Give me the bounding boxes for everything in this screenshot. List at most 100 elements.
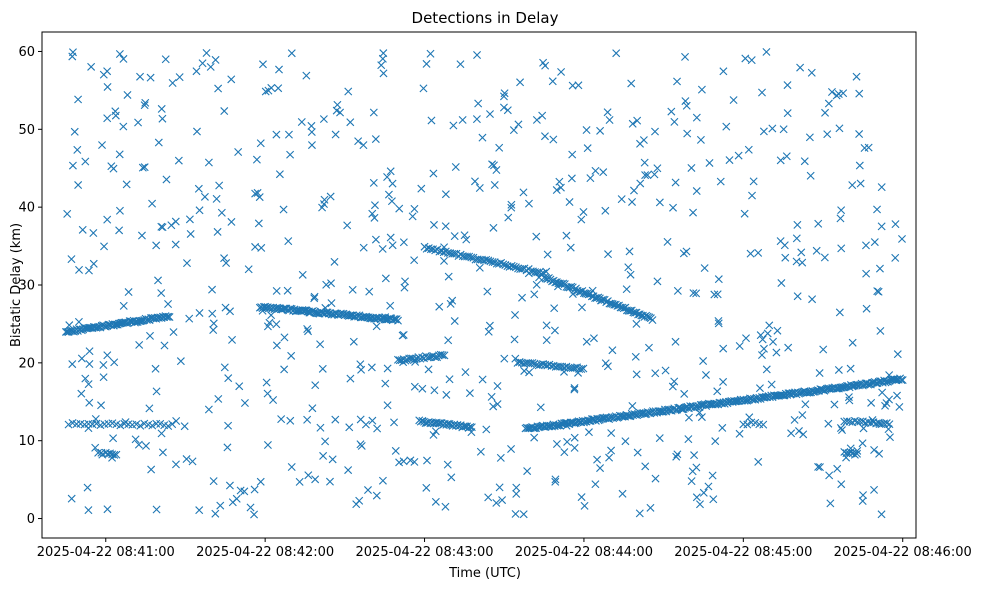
data-point bbox=[824, 419, 833, 428]
data-point bbox=[855, 161, 864, 170]
data-point bbox=[103, 215, 112, 224]
data-point bbox=[496, 453, 505, 462]
data-point bbox=[499, 92, 508, 101]
data-point bbox=[327, 299, 336, 308]
data-point bbox=[429, 220, 438, 229]
data-point bbox=[344, 87, 353, 96]
data-point bbox=[478, 375, 487, 384]
data-point bbox=[673, 286, 682, 295]
data-point bbox=[316, 423, 325, 432]
data-point bbox=[492, 498, 501, 507]
data-point bbox=[632, 319, 641, 328]
data-point bbox=[214, 84, 223, 93]
data-point bbox=[438, 351, 447, 360]
data-point bbox=[583, 289, 592, 298]
data-point bbox=[204, 405, 213, 414]
data-point bbox=[714, 317, 723, 325]
data-point bbox=[331, 130, 340, 139]
data-point bbox=[258, 60, 267, 69]
data-point bbox=[492, 165, 501, 174]
data-point bbox=[372, 491, 381, 500]
data-point bbox=[330, 257, 339, 266]
data-point bbox=[859, 424, 868, 433]
data-point bbox=[200, 192, 209, 201]
data-point bbox=[426, 49, 435, 58]
data-point bbox=[424, 365, 433, 374]
data-point bbox=[484, 493, 493, 502]
data-point bbox=[465, 389, 474, 398]
data-point bbox=[470, 177, 479, 186]
data-point bbox=[893, 350, 902, 359]
data-point bbox=[110, 450, 119, 459]
data-point bbox=[98, 141, 107, 150]
data-point bbox=[220, 254, 229, 263]
data-point bbox=[796, 63, 805, 72]
data-point bbox=[512, 483, 521, 492]
data-point bbox=[475, 184, 484, 192]
data-point bbox=[625, 247, 634, 256]
data-point bbox=[401, 277, 410, 286]
data-point bbox=[897, 376, 906, 385]
data-point bbox=[254, 219, 263, 228]
data-point bbox=[451, 163, 460, 171]
data-point bbox=[870, 238, 879, 247]
data-point bbox=[499, 103, 508, 112]
data-point bbox=[154, 138, 163, 147]
data-point bbox=[489, 402, 498, 411]
data-point bbox=[826, 499, 835, 508]
data-point bbox=[507, 200, 516, 209]
data-point bbox=[160, 341, 169, 350]
data-point bbox=[195, 308, 204, 317]
data-point bbox=[383, 173, 392, 181]
data-point bbox=[886, 433, 894, 442]
data-point bbox=[884, 425, 893, 434]
data-point bbox=[846, 448, 855, 457]
data-point bbox=[530, 290, 539, 299]
data-point bbox=[444, 336, 453, 345]
data-point bbox=[419, 84, 428, 93]
data-point bbox=[792, 257, 801, 266]
y-tick-label: 40 bbox=[18, 201, 35, 216]
data-point bbox=[410, 382, 419, 391]
data-point bbox=[493, 400, 502, 409]
data-point bbox=[605, 115, 614, 124]
data-point bbox=[553, 421, 562, 430]
data-point bbox=[263, 389, 272, 398]
data-point bbox=[434, 419, 443, 428]
data-point bbox=[466, 422, 475, 431]
data-point bbox=[867, 398, 876, 407]
data-point bbox=[169, 328, 178, 337]
data-point bbox=[441, 502, 450, 511]
data-point bbox=[495, 143, 504, 152]
data-point bbox=[303, 415, 312, 424]
data-point bbox=[119, 122, 128, 131]
data-point bbox=[458, 115, 467, 124]
data-point bbox=[781, 253, 790, 262]
data-point bbox=[164, 312, 173, 321]
data-point bbox=[286, 416, 295, 425]
data-point bbox=[827, 87, 836, 96]
data-point bbox=[251, 242, 260, 251]
data-point bbox=[692, 187, 701, 196]
data-point bbox=[168, 79, 177, 87]
data-point bbox=[624, 263, 633, 272]
data-point bbox=[629, 186, 638, 195]
data-point bbox=[226, 307, 235, 316]
data-point bbox=[272, 320, 281, 329]
data-point bbox=[240, 487, 249, 496]
data-point bbox=[109, 434, 118, 443]
y-tick-label: 30 bbox=[18, 279, 35, 294]
data-point bbox=[612, 49, 621, 58]
data-point bbox=[735, 429, 744, 438]
data-point bbox=[833, 464, 842, 473]
data-point bbox=[472, 115, 481, 124]
data-point bbox=[75, 265, 84, 274]
data-point bbox=[632, 370, 641, 379]
data-point bbox=[182, 259, 191, 268]
data-point bbox=[228, 335, 237, 344]
data-point bbox=[608, 346, 617, 355]
data-point bbox=[671, 178, 680, 187]
data-point bbox=[157, 222, 166, 231]
data-point bbox=[756, 331, 765, 340]
